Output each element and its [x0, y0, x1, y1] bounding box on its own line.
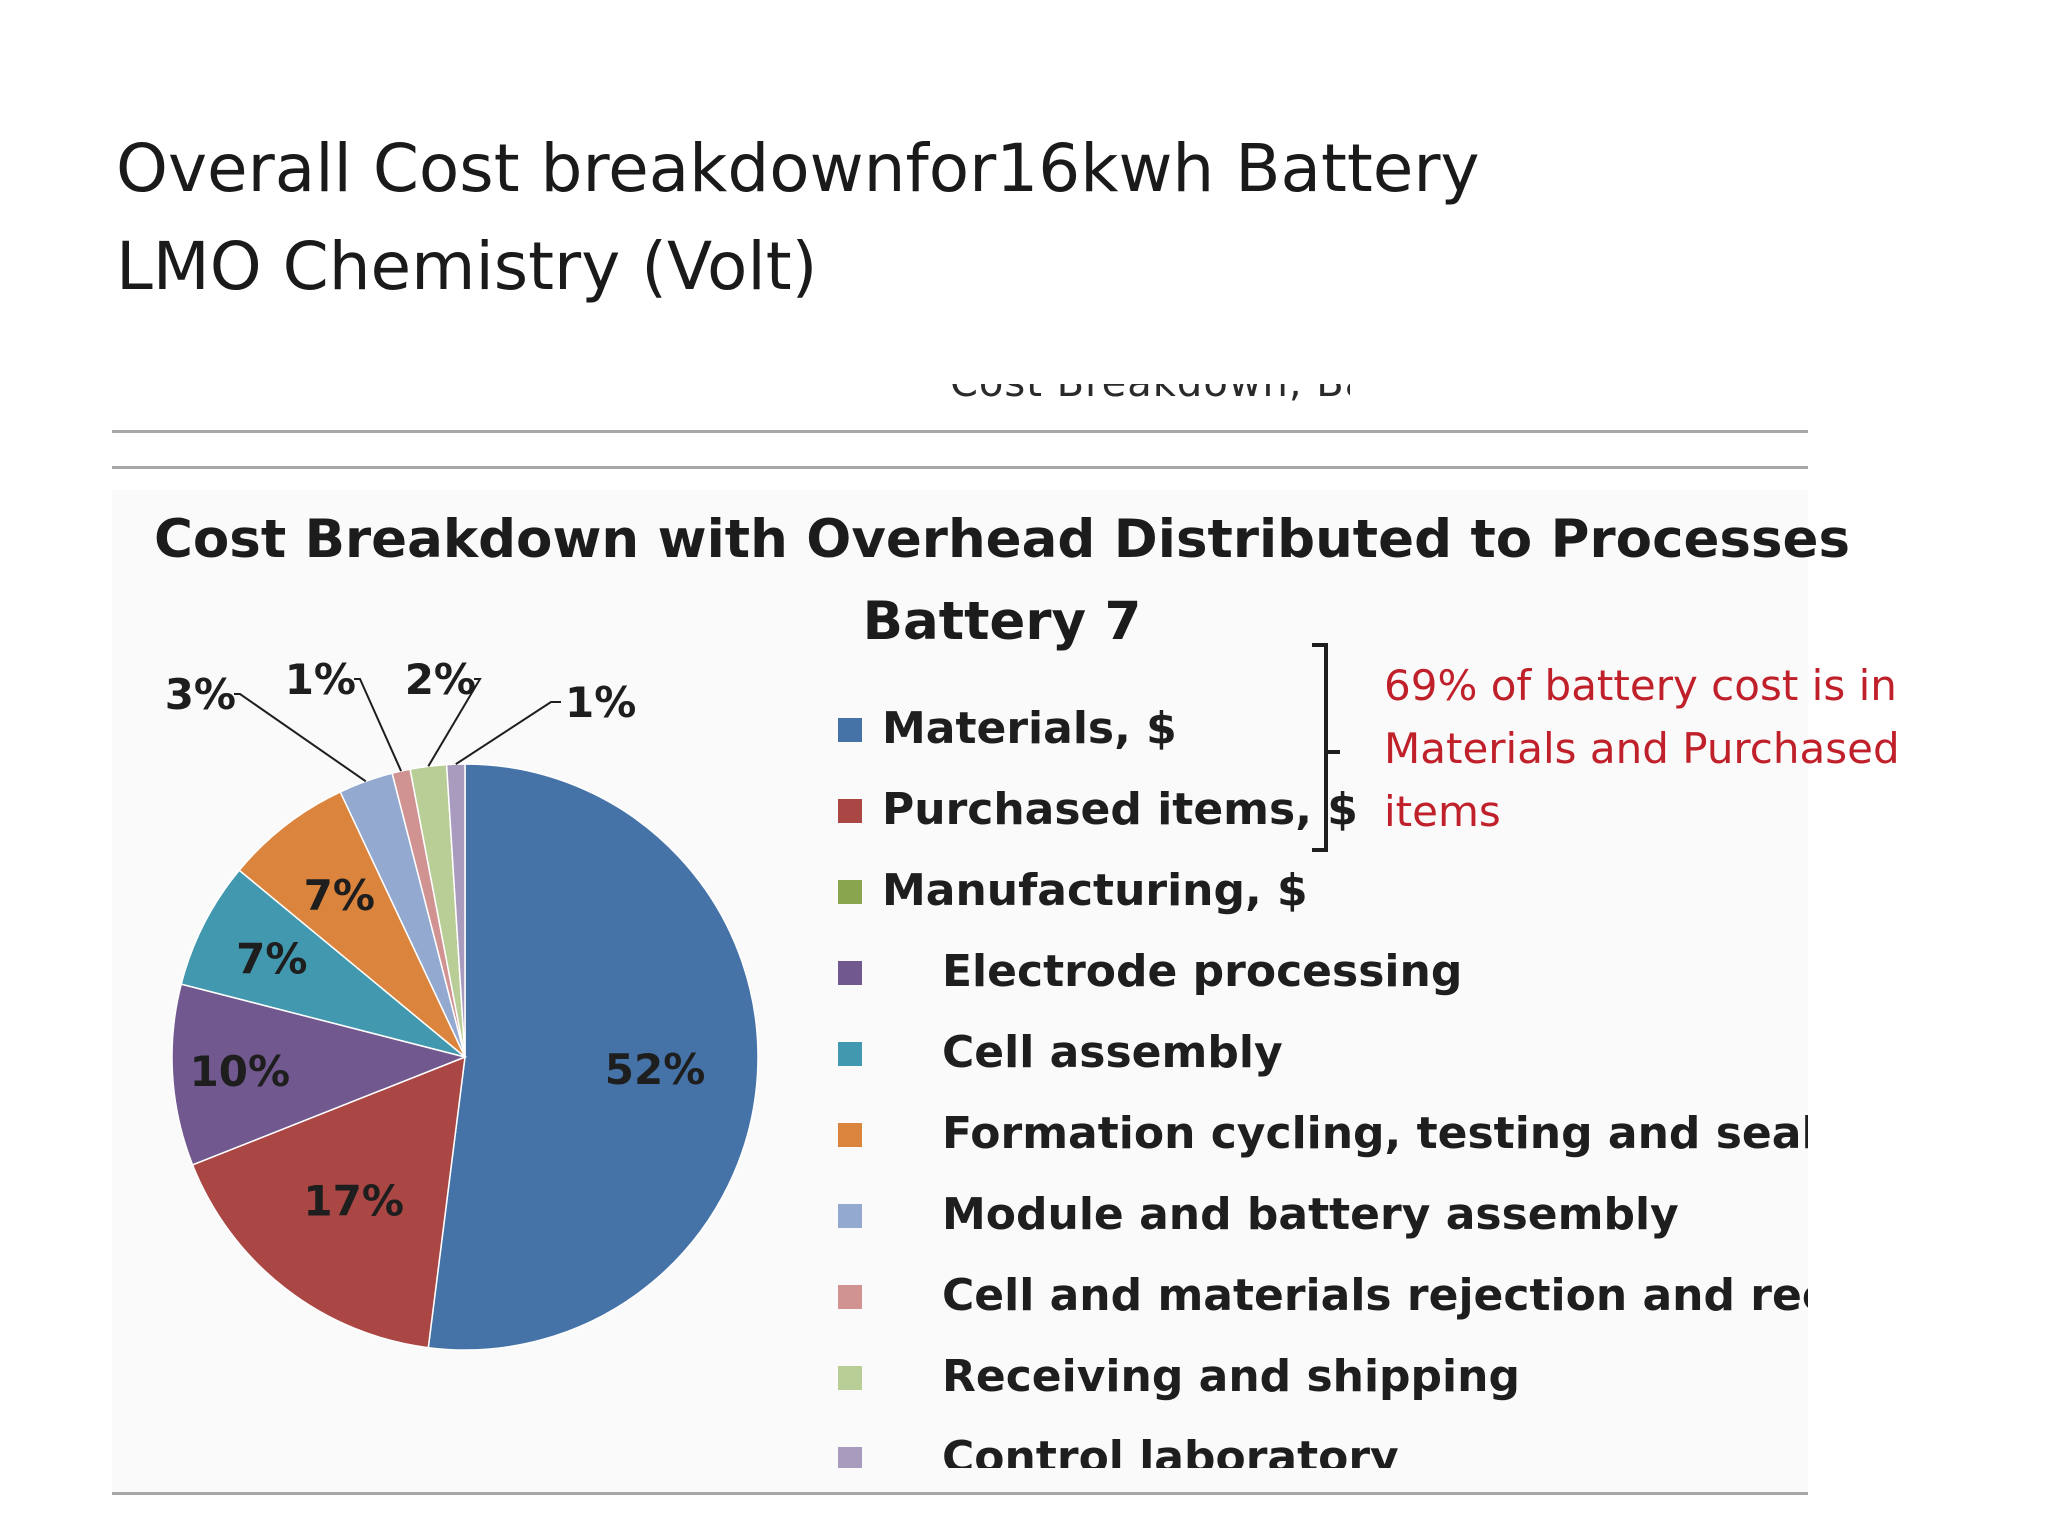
legend-swatch-4: [838, 1042, 862, 1066]
legend-label-6: Module and battery assembly: [942, 1189, 1679, 1240]
pie-label-8: 2%: [405, 655, 476, 704]
divider-bottom: [112, 1492, 1808, 1495]
legend-swatch-0: [838, 718, 862, 742]
legend-swatch-3: [838, 961, 862, 985]
pie-slice-3: [171, 983, 468, 1166]
divider-top: [112, 430, 1808, 433]
pie-label-5: 7%: [304, 871, 375, 920]
bracket-path: [1312, 643, 1340, 852]
pie-leader-9: [455, 701, 561, 765]
legend-item-4: Cell assembly: [832, 1012, 1808, 1093]
legend-item-6: Module and battery assembly: [832, 1174, 1808, 1255]
legend-label-4: Cell assembly: [942, 1027, 1283, 1078]
legend-item-8: Receiving and shipping: [832, 1336, 1808, 1417]
legend-label-2: Manufacturing, $: [882, 865, 1308, 916]
chart-title: Cost Breakdown with Overhead Distributed…: [153, 509, 1851, 570]
legend-label-9: Control laboratory: [942, 1432, 1399, 1468]
legend-swatch-5: [838, 1123, 862, 1147]
legend-item-5: Formation cycling, testing and sealing: [832, 1093, 1808, 1174]
cropped-caption: Cost Breakdown, Battery: [950, 384, 1350, 406]
legend-swatch-9: [838, 1447, 862, 1468]
pie-label-3: 10%: [190, 1047, 291, 1096]
legend-label-7: Cell and materials rejection and recycli: [942, 1270, 1808, 1321]
pie-label-4: 7%: [236, 935, 307, 984]
legend-label-3: Electrode processing: [942, 946, 1463, 997]
legend-item-2: Manufacturing, $: [832, 850, 1808, 931]
pie-slice-5: [238, 790, 466, 1058]
legend-swatch-1: [838, 799, 862, 823]
legend-swatch-6: [838, 1204, 862, 1228]
legend-item-3: Electrode processing: [832, 931, 1808, 1012]
legend-item-1: Purchased items, $: [832, 769, 1808, 850]
legend-item-0: Materials, $: [832, 688, 1808, 769]
pie-label-6: 3%: [165, 670, 236, 719]
cropped-caption-text: Cost Breakdown, Battery: [950, 384, 1350, 406]
pie-label-9: 1%: [565, 678, 636, 727]
pie-leader-8: [427, 678, 482, 767]
legend-item-7: Cell and materials rejection and recycli: [832, 1255, 1808, 1336]
pie-slice-4: [180, 869, 466, 1058]
annotation-line-2: Materials and Purchased: [1384, 724, 1900, 773]
pie-label-7: 1%: [285, 655, 356, 704]
legend-label-1: Purchased items, $: [882, 784, 1358, 835]
chart-title-block: Cost Breakdown with Overhead Distributed…: [112, 500, 1892, 662]
annotation-note: 69% of battery cost is in Materials and …: [1384, 654, 1944, 843]
pie-leader-7: [354, 678, 402, 772]
legend-swatch-8: [838, 1366, 862, 1390]
pie-slice-1: [191, 1055, 466, 1349]
pie-label-1: 17%: [303, 1177, 404, 1226]
annotation-line-3: items: [1384, 787, 1501, 836]
pie-slice-0: [427, 763, 759, 1351]
pie-label-0: 52%: [605, 1045, 706, 1094]
chart-subtitle: Battery 7: [862, 591, 1142, 652]
legend-swatch-2: [838, 880, 862, 904]
slide-title: Overall Cost breakdownfor16kwh Battery L…: [116, 120, 1480, 316]
legend-label-5: Formation cycling, testing and sealing: [942, 1108, 1808, 1159]
slide-title-line-2: LMO Chemistry (Volt): [116, 228, 818, 305]
divider-second: [112, 466, 1808, 469]
slide-title-line-1: Overall Cost breakdownfor16kwh Battery: [116, 130, 1480, 207]
legend-swatch-7: [838, 1285, 862, 1309]
annotation-line-1: 69% of battery cost is in: [1384, 661, 1897, 710]
pie-slice-9: [445, 763, 466, 1058]
legend-label-0: Materials, $: [882, 703, 1177, 754]
chart-legend: Materials, $ Purchased items, $ Manufactur…: [832, 688, 1808, 1468]
legend-label-8: Receiving and shipping: [942, 1351, 1520, 1402]
pie-leader-6: [234, 693, 367, 783]
legend-item-9: Control laboratory: [832, 1417, 1808, 1468]
